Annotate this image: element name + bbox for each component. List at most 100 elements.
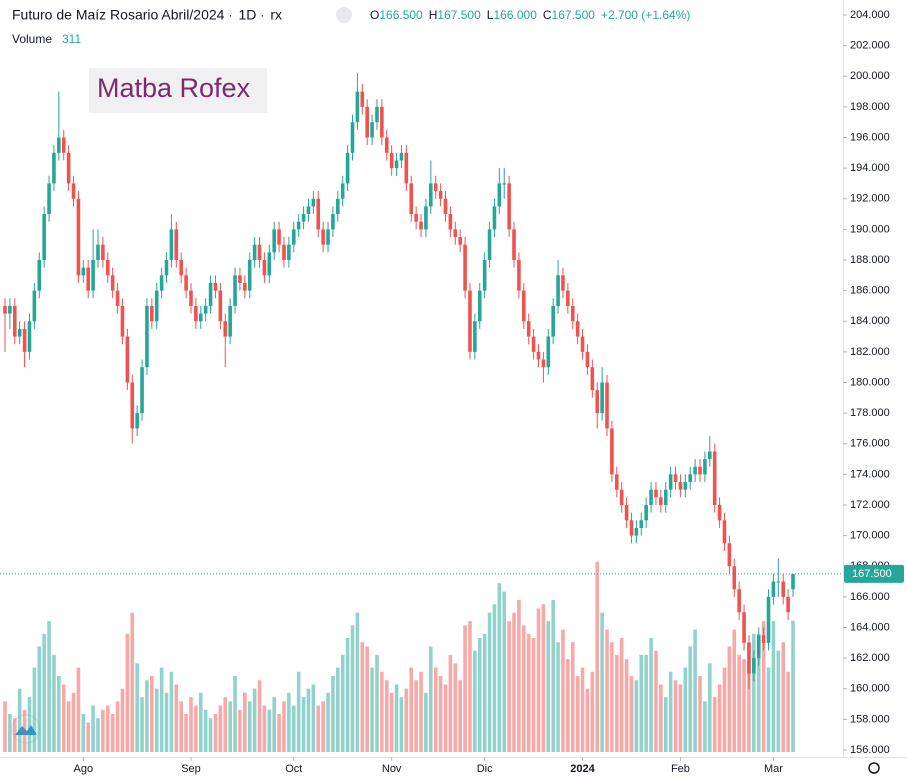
y-tick-label: 182.000 [850,346,890,358]
volume-bar [243,692,247,752]
volume-bar [595,562,600,752]
candle-body [287,244,291,260]
volume-bar [399,697,404,752]
candle-body [145,305,149,368]
x-tick-label: Feb [671,763,690,775]
candle-body [169,229,174,260]
candle-body [238,275,242,283]
candle-body [414,214,418,222]
y-tick-label: 172.000 [850,499,890,511]
candle-body [536,351,541,360]
volume-bar [747,642,751,752]
volume-bar [301,697,306,752]
candle-body [668,474,673,490]
volume-bar [453,663,458,752]
candle-body [282,244,286,260]
candle-body [482,260,487,291]
volume-label: Volume [12,32,52,46]
candle-body [164,260,169,276]
volume-bar [223,697,228,752]
candle-body [208,282,213,306]
candle-body [531,336,536,352]
candle-body [384,137,389,153]
volume-bar [487,612,492,752]
candle-body [66,152,71,184]
volume-bar [522,625,526,752]
volume-bar [326,692,330,752]
volume-bar [659,684,663,752]
candle-body [526,321,531,337]
candle-body [683,482,688,490]
volume-bar [389,692,394,752]
volume-bar [536,608,541,752]
candle-body [585,351,590,368]
separator: · [260,8,264,22]
candle-body [698,466,702,475]
candle-body [605,382,609,429]
volume-bar [756,633,761,752]
volume-bar [115,701,120,752]
volume-bar [615,654,619,752]
candle-body [502,183,507,185]
volume-bar [717,684,722,752]
volume-bar [125,633,130,752]
candle-body [761,635,766,643]
candle-body [57,137,61,153]
candle-body [624,505,629,521]
volume-bar [541,604,546,752]
candle-body [174,229,179,260]
candle-body [742,612,746,643]
volume-bar [771,621,776,752]
volume-bar [585,688,590,752]
candle-body [688,474,693,483]
y-tick-label: 188.000 [850,254,890,266]
candle-body [781,581,786,597]
y-tick-label: 158.000 [850,713,890,725]
volume-bar [145,680,149,752]
volume-bar [727,646,732,752]
candle-body [634,527,639,536]
candle-body [370,122,374,138]
candle-body [76,198,81,276]
x-tick-label: 2024 [570,763,595,775]
volume-bar [12,718,17,752]
volume-bar [42,633,46,752]
candle-body [61,137,66,153]
candle-body [321,229,325,245]
candle-body [463,244,467,291]
volume-bar [473,650,477,752]
candle-body [595,390,600,414]
candle-body [497,183,502,207]
ohlc-key: O [370,8,379,22]
volume-bar [291,705,296,752]
volume-bar [551,600,555,752]
y-tick-label: 200.000 [850,70,890,82]
volume-bar [649,638,653,752]
volume-bar [605,629,609,752]
toggle-button[interactable] [336,7,352,23]
volume-bar [384,680,389,752]
candle-body [218,290,223,322]
settings-icon[interactable] [868,762,880,774]
candle-body [693,466,697,475]
volume-bar [688,646,693,752]
volume-bar [668,671,673,752]
volume-bar [272,697,276,752]
candle-body [154,290,159,322]
y-tick-label: 170.000 [850,530,890,542]
volume-bar [409,667,414,752]
volume-bar [644,654,648,752]
volume-bar [228,701,232,752]
price-tag-label: 167.500 [852,568,892,580]
logo: Matba Rofex [97,73,251,103]
candle-body [194,305,198,322]
x-tick-label: Nov [382,763,402,775]
volume-bar [526,633,531,752]
volume-bar [766,667,771,752]
volume-bar [438,676,443,752]
candle-body [306,206,311,215]
volume-bar [159,667,164,752]
volume-bar [448,654,453,752]
y-tick-label: 194.000 [850,162,890,174]
